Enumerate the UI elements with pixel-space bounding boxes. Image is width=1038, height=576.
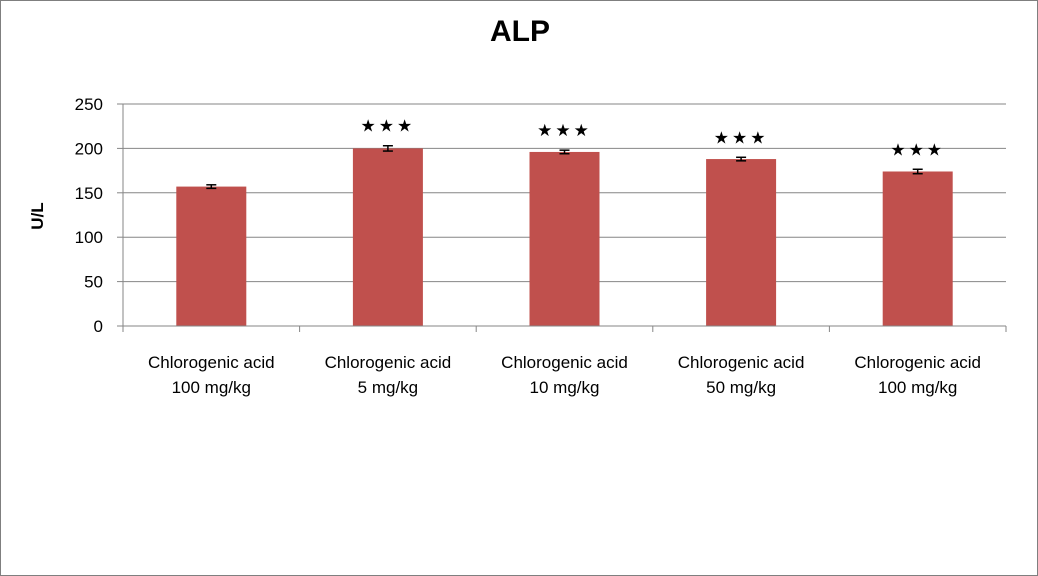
- x-category-label: Chlorogenic acid: [854, 353, 981, 372]
- x-category-label: 100 mg/kg: [878, 378, 957, 397]
- significance-marker: ★★★: [714, 128, 769, 148]
- significance-marker: ★★★: [890, 140, 945, 160]
- x-category-label: 5 mg/kg: [358, 378, 418, 397]
- bar: [529, 151, 600, 326]
- x-category-label: Chlorogenic acid: [325, 353, 452, 372]
- bars: [176, 144, 953, 326]
- bar: [176, 186, 247, 326]
- y-axis-label: U/L: [28, 202, 47, 229]
- axes: [117, 103, 1007, 332]
- x-category-label: Chlorogenic acid: [501, 353, 628, 372]
- x-category-label: 50 mg/kg: [706, 378, 776, 397]
- y-tick-label: 150: [75, 184, 103, 203]
- significance-marker: ★★★: [537, 121, 592, 141]
- y-tick-label: 0: [94, 317, 103, 336]
- x-category-label: Chlorogenic acid: [148, 353, 275, 372]
- y-tick-label: 200: [75, 139, 103, 158]
- labels: 0 50 100 150 200 250 Chlorogenic acid 100 mg/kg…: [75, 95, 981, 397]
- y-tick-label: 100: [75, 228, 103, 247]
- y-tick-label: 50: [84, 273, 103, 292]
- x-category-label: 10 mg/kg: [530, 378, 600, 397]
- x-category-label: 100 mg/kg: [172, 378, 251, 397]
- significance-marker: ★★★: [361, 117, 416, 137]
- bar: [706, 159, 777, 326]
- chart-title: ALP: [490, 15, 550, 48]
- bar: [352, 148, 423, 326]
- y-tick-label: 250: [75, 95, 103, 114]
- bar: [882, 171, 953, 326]
- x-category-label: Chlorogenic acid: [678, 353, 805, 372]
